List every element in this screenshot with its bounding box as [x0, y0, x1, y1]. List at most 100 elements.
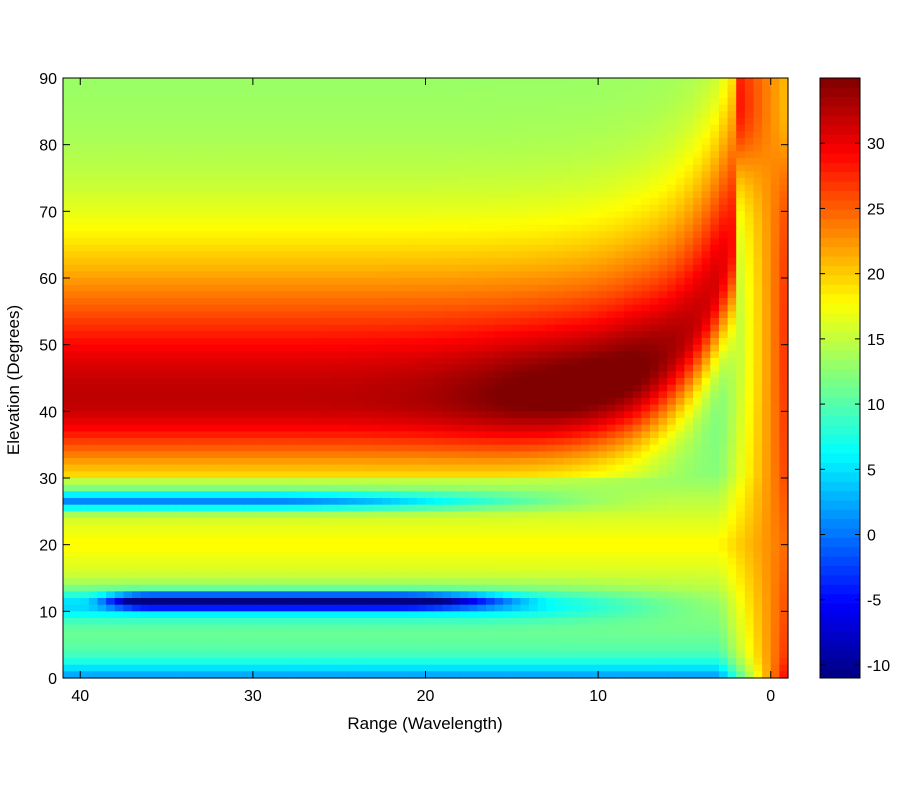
heatmap-cell: [408, 338, 418, 346]
heatmap-cell: [304, 98, 314, 106]
heatmap-cell: [313, 84, 323, 92]
heatmap-cell: [252, 138, 263, 146]
heatmap-cell: [313, 378, 323, 386]
heatmap-cell: [132, 104, 142, 112]
heatmap-cell: [520, 391, 530, 399]
heatmap-cell: [244, 431, 254, 439]
heatmap-cell: [529, 391, 539, 399]
heatmap-cell: [416, 138, 427, 146]
heatmap-cell: [434, 311, 444, 319]
heatmap-cell: [503, 238, 513, 246]
heatmap-cell: [408, 644, 418, 652]
heatmap-cell: [408, 544, 418, 552]
heatmap-cell: [201, 404, 211, 412]
heatmap-cell: [425, 464, 435, 472]
heatmap-cell: [460, 191, 470, 199]
heatmap-cell: [226, 378, 237, 386]
heatmap-cell: [209, 411, 219, 419]
heatmap-cell: [304, 664, 314, 672]
heatmap-cell: [313, 444, 323, 452]
heatmap-cell: [97, 311, 107, 319]
heatmap-cell: [416, 371, 427, 379]
heatmap-cell: [442, 84, 452, 92]
heatmap-cell: [511, 258, 522, 266]
heatmap-cell: [382, 364, 392, 372]
heatmap-cell: [175, 424, 185, 432]
heatmap-cell: [88, 558, 99, 566]
heatmap-cell: [287, 104, 297, 112]
heatmap-cell: [468, 251, 478, 259]
heatmap-cell: [477, 251, 487, 259]
heatmap-cell: [63, 371, 73, 379]
heatmap-cell: [408, 658, 418, 666]
heatmap-cell: [149, 618, 159, 626]
heatmap-cell: [149, 451, 159, 459]
heatmap-cell: [529, 558, 539, 566]
heatmap-cell: [106, 264, 116, 272]
heatmap-cell: [226, 544, 237, 552]
heatmap-cell: [261, 344, 271, 352]
heatmap-cell: [140, 644, 150, 652]
heatmap-cell: [365, 104, 375, 112]
heatmap-cell: [451, 211, 461, 219]
heatmap-cell: [166, 104, 176, 112]
heatmap-cell: [434, 224, 444, 232]
heatmap-cell: [356, 378, 366, 386]
heatmap-cell: [209, 484, 219, 492]
heatmap-cell: [226, 471, 237, 479]
heatmap-cell: [365, 518, 375, 526]
heatmap-cell: [356, 331, 366, 339]
heatmap-cell: [270, 558, 280, 566]
heatmap-cell: [123, 131, 133, 139]
heatmap-cell: [425, 484, 435, 492]
heatmap-cell: [287, 411, 297, 419]
heatmap-cell: [71, 631, 81, 639]
heatmap-cell: [537, 391, 547, 399]
heatmap-cell: [382, 218, 392, 226]
heatmap-cell: [313, 331, 323, 339]
heatmap-cell: [373, 504, 383, 512]
heatmap-cell: [451, 484, 461, 492]
heatmap-cell: [382, 191, 392, 199]
heatmap-cell: [166, 651, 176, 659]
heatmap-cell: [416, 631, 427, 639]
heatmap-cell: [477, 238, 487, 246]
heatmap-cell: [226, 251, 237, 259]
heatmap-cell: [226, 591, 237, 599]
heatmap-cell: [244, 264, 254, 272]
heatmap-cell: [511, 384, 522, 392]
heatmap-cell: [313, 111, 323, 119]
heatmap-cell: [339, 191, 349, 199]
heatmap-cell: [477, 604, 487, 612]
heatmap-cell: [494, 84, 504, 92]
heatmap-cell: [166, 558, 176, 566]
heatmap-cell: [330, 324, 340, 332]
heatmap-cell: [373, 244, 383, 252]
heatmap-cell: [537, 291, 547, 299]
heatmap-cell: [451, 304, 461, 312]
heatmap-cell: [313, 398, 323, 406]
heatmap-cell: [149, 158, 159, 166]
heatmap-cell: [304, 431, 314, 439]
heatmap-cell: [494, 624, 504, 632]
heatmap-cell: [468, 324, 478, 332]
heatmap-cell: [321, 251, 332, 259]
heatmap-cell: [356, 424, 366, 432]
heatmap-cell: [477, 78, 487, 86]
heatmap-cell: [63, 364, 73, 372]
heatmap-cell: [209, 131, 219, 139]
heatmap-cell: [166, 344, 176, 352]
heatmap-cell: [339, 464, 349, 472]
heatmap-cell: [382, 511, 392, 519]
heatmap-cell: [313, 651, 323, 659]
heatmap-cell: [97, 424, 107, 432]
heatmap-cell: [209, 658, 219, 666]
heatmap-cell: [477, 571, 487, 579]
heatmap-cell: [511, 524, 522, 532]
heatmap-cell: [442, 411, 452, 419]
heatmap-cell: [390, 551, 401, 559]
heatmap-cell: [347, 451, 358, 459]
heatmap-cell: [97, 344, 107, 352]
heatmap-cell: [425, 104, 435, 112]
heatmap-cell: [503, 424, 513, 432]
